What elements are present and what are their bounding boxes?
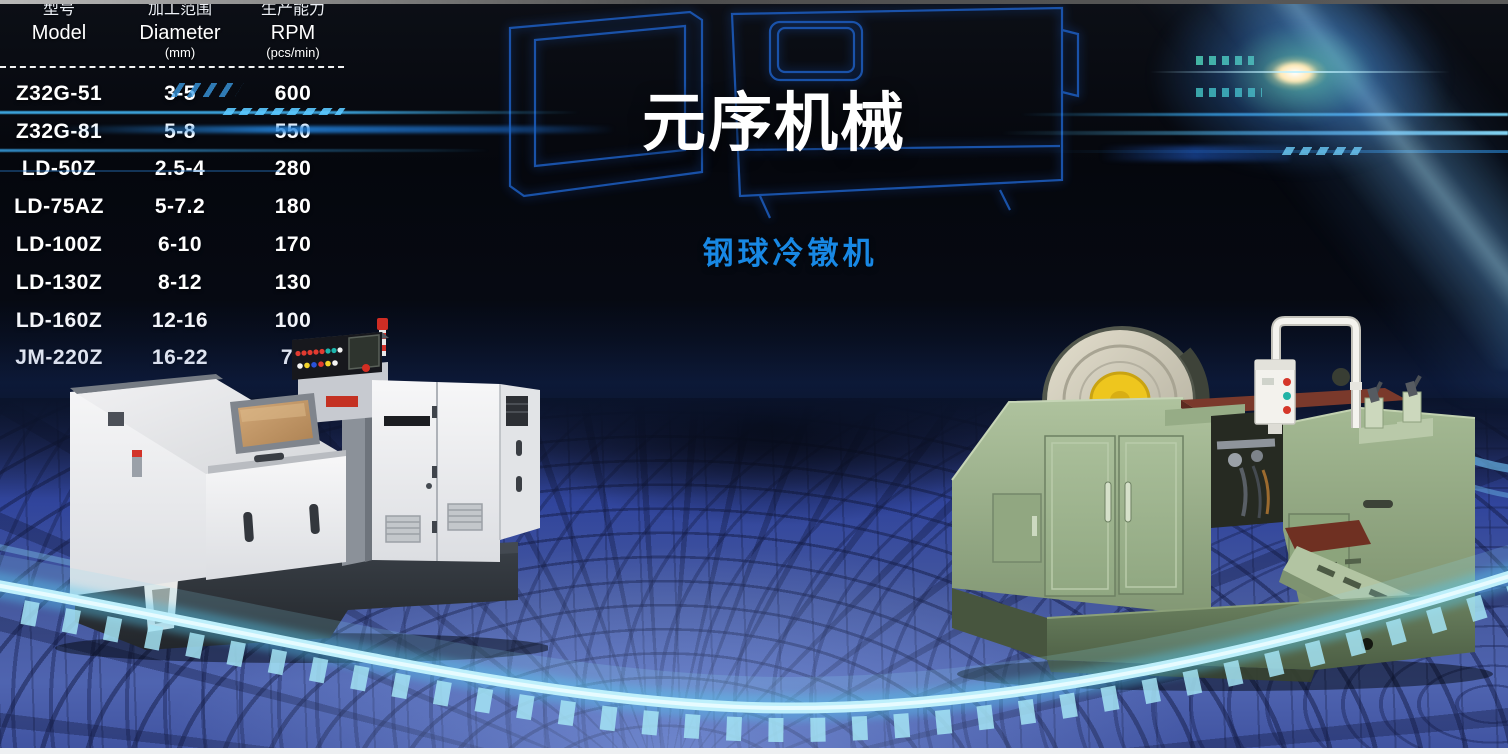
header-en: Diameter bbox=[139, 22, 221, 44]
spec-row: LD-160Z 12-16 100 bbox=[0, 302, 344, 340]
spec-header-cell: 加工范围 Diameter (mm) bbox=[118, 0, 242, 60]
spec-row: LD-75AZ 5-7.2 180 bbox=[0, 188, 344, 226]
diameter-cell: 5-7.2 bbox=[154, 195, 206, 219]
model-cell: LD-50Z bbox=[21, 157, 97, 181]
header-cn: 型号 bbox=[42, 1, 75, 18]
control-panel-buttons bbox=[295, 347, 370, 372]
model-cell: LD-75AZ bbox=[14, 195, 104, 219]
dashed-divider bbox=[0, 66, 344, 68]
spec-header-row: 型号 Model 加工范围 Diameter (mm) 生产能力 RPM (pc… bbox=[0, 0, 344, 60]
header-unit: (pcs/min) bbox=[266, 45, 320, 60]
rpm-cell: 170 bbox=[274, 233, 312, 257]
diameter-cell: 2.5-4 bbox=[154, 157, 206, 181]
spec-row: LD-50Z 2.5-4 280 bbox=[0, 151, 344, 189]
top-edge-strip bbox=[0, 0, 1508, 4]
rpm-cell: 600 bbox=[274, 81, 312, 105]
model-cell: LD-130Z bbox=[15, 270, 103, 294]
green-cold-header-machine-image bbox=[951, 316, 1493, 691]
rpm-cell: 280 bbox=[274, 157, 312, 181]
header-en: Model bbox=[31, 22, 87, 44]
diameter-cell: 12-16 bbox=[118, 309, 242, 333]
tooling-posts bbox=[1359, 375, 1433, 444]
page-subtitle: 钢球冷镦机 bbox=[702, 236, 878, 271]
header-cn: 生产能力 bbox=[260, 1, 325, 18]
model-cell: LD-100Z bbox=[15, 233, 103, 257]
spec-header-cell: 生产能力 RPM (pcs/min) bbox=[242, 0, 344, 60]
spec-row: LD-130Z 8-12 130 bbox=[0, 264, 344, 302]
die-block-machinery bbox=[1216, 438, 1276, 519]
header-en: RPM bbox=[270, 22, 316, 44]
white-cold-header-machine-image bbox=[55, 318, 548, 663]
model-cell: LD-160Z bbox=[0, 309, 118, 333]
rpm-cell: 100 bbox=[242, 309, 344, 333]
header-unit: (mm) bbox=[164, 45, 196, 60]
control-box bbox=[1254, 359, 1296, 434]
page-title: 元序机械 bbox=[642, 87, 906, 159]
wireframe-machine-outline bbox=[508, 6, 1080, 219]
rpm-cell: 130 bbox=[274, 270, 312, 294]
rpm-cell: 180 bbox=[274, 195, 312, 219]
model-cell: JM-220Z bbox=[0, 346, 118, 370]
header-cn: 加工范围 bbox=[147, 1, 212, 18]
model-cell: Z32G-51 bbox=[15, 81, 103, 105]
spec-row: LD-100Z 6-10 170 bbox=[0, 226, 344, 264]
bottom-edge-strip bbox=[0, 748, 1508, 754]
diameter-cell: 16-22 bbox=[118, 346, 242, 370]
spec-header-cell: 型号 Model bbox=[0, 0, 118, 60]
diameter-cell: 6-10 bbox=[157, 233, 203, 257]
diameter-cell: 8-12 bbox=[157, 270, 203, 294]
